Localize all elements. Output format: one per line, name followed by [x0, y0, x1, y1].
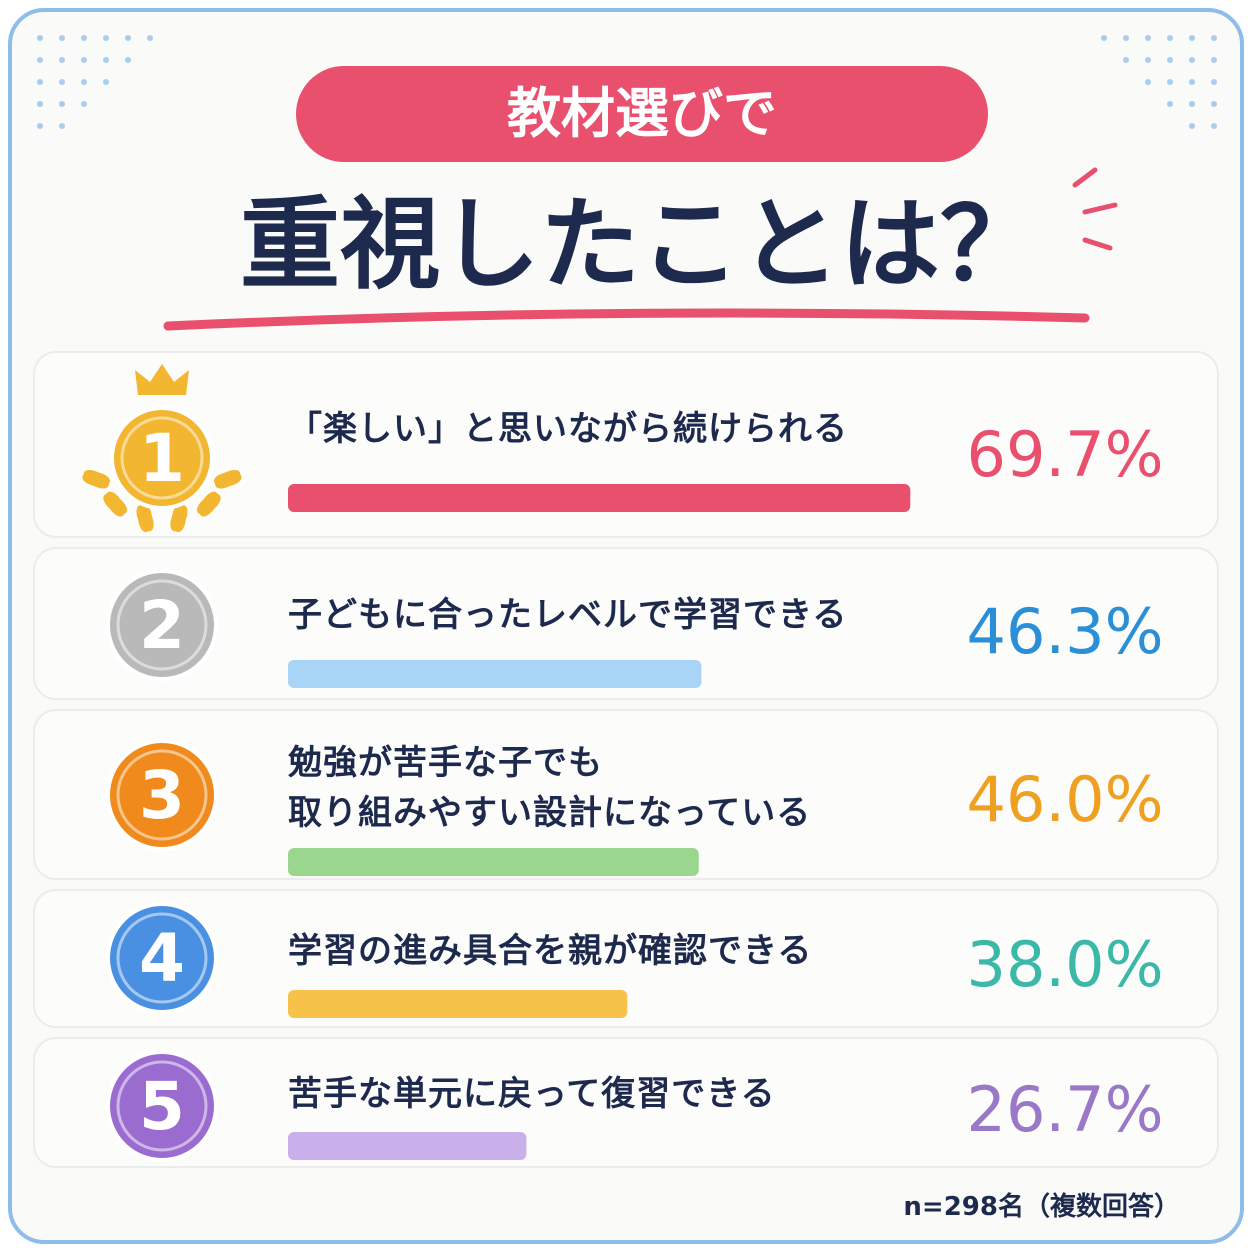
chart-title: 重視したことは？: [240, 186, 1040, 303]
bar: [288, 990, 628, 1018]
bar: [288, 1132, 527, 1160]
title-pill-text: 教材選びで: [507, 82, 777, 145]
bar: [288, 848, 699, 876]
category-label: 苦手な単元に戻って復習できる: [288, 1074, 776, 1114]
note: n=298名（複数回答）: [903, 1192, 1180, 1222]
rank-number: 3: [139, 757, 185, 834]
medal: [106, 902, 218, 1014]
category-label: 勉強が苦手な子でも 取り組みやすい設計になっている: [288, 743, 812, 833]
category-label: 「楽しい」と思いながら続けられる: [288, 409, 848, 449]
accent: [1072, 167, 1118, 251]
category-label: 子どもに合ったレベルで学習できる: [288, 595, 848, 635]
laurel: [82, 469, 242, 533]
medal-ring: [116, 912, 208, 1004]
rank-number: 5: [139, 1068, 185, 1145]
value-label: 38.0%: [966, 928, 1164, 1001]
rank-number: 2: [139, 587, 185, 664]
value-label: 26.7%: [966, 1073, 1164, 1146]
row-card: [33, 709, 1219, 880]
title-pill: [296, 66, 988, 162]
leaf: [82, 471, 111, 487]
bar: [288, 484, 911, 512]
value-label: 69.7%: [966, 418, 1164, 491]
leaf: [196, 493, 221, 515]
rank-number: 1: [139, 420, 185, 497]
medal: [106, 739, 218, 851]
underline: [163, 308, 1090, 331]
medal-ring: [116, 1060, 208, 1152]
crown: [135, 364, 189, 395]
category-label: 学習の進み具合を親が確認できる: [288, 931, 813, 971]
medal-ring: [120, 416, 204, 500]
value-label: 46.0%: [966, 763, 1164, 836]
decoration: [37, 35, 1217, 129]
value-label: 46.3%: [966, 595, 1164, 668]
leaf: [103, 493, 128, 515]
leaf: [213, 471, 242, 487]
medal-ring: [116, 579, 208, 671]
leaf: [170, 505, 188, 532]
medal: [106, 569, 218, 681]
medal: [110, 406, 214, 510]
medal: [106, 1050, 218, 1162]
bar: [288, 660, 702, 688]
leaf: [136, 505, 154, 532]
medal-ring: [116, 749, 208, 841]
rank-number: 4: [139, 920, 185, 997]
